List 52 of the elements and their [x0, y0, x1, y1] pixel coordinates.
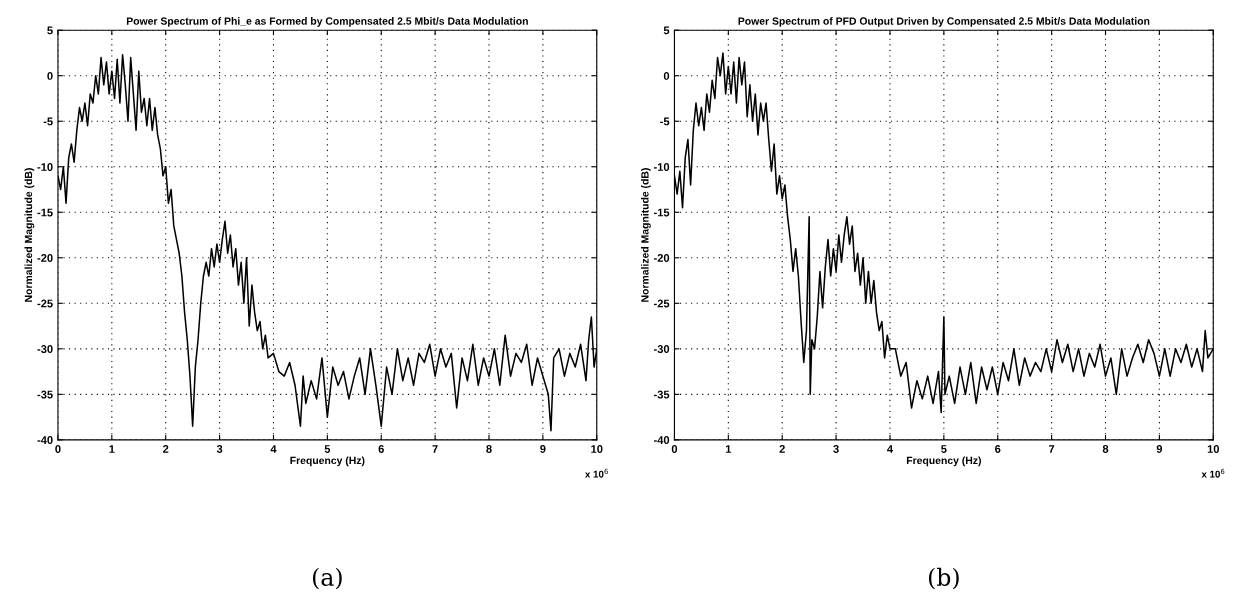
text: (a): [312, 567, 342, 590]
x-tick-label: 1: [109, 445, 115, 453]
x-tick-label: 10: [591, 445, 603, 453]
y-tick-label: -15: [653, 208, 670, 217]
x-axis-title: Frequency (Hz): [906, 456, 981, 467]
text: (b): [928, 567, 959, 590]
y-tick-label: 5: [47, 26, 53, 35]
x-tick-label: 10: [1207, 445, 1219, 453]
x-tick-label: 1: [725, 445, 732, 453]
y-tick-label: -35: [37, 390, 53, 399]
x-tick-label: 4: [270, 445, 277, 453]
y-axis-title: Normalized Magnitude (dB): [24, 168, 35, 302]
y-tick-label: -10: [37, 163, 53, 171]
x-tick-label: 0: [55, 445, 61, 453]
x-tick-label: 2: [779, 445, 785, 453]
y-tick-label: -20: [37, 254, 53, 262]
y-tick-label: -30: [37, 345, 53, 353]
y-tick-label: 0: [47, 71, 53, 80]
x-tick-label: 7: [1049, 445, 1055, 453]
y-axis-title: Normalized Magnitude (dB): [641, 168, 651, 302]
x-tick-label: 2: [163, 445, 169, 453]
y-tick-label: -5: [43, 117, 53, 126]
x-tick-label: 6: [378, 445, 384, 453]
x-tick-label: 6: [995, 445, 1001, 453]
x-tick-label: 0: [671, 445, 678, 453]
text: x 10$^{6}$: [585, 468, 608, 478]
x-tick-label: 5: [941, 445, 947, 453]
x-tick-label: 9: [1156, 445, 1163, 453]
x-tick-label: 3: [216, 445, 223, 453]
y-tick-label: -20: [653, 254, 670, 262]
chart-title: Power Spectrum of Phi_e as Formed by Compensated 2.5 Mbit/s Data Modulation: [126, 17, 528, 27]
y-tick-label: -25: [653, 299, 670, 308]
y-tick-label: -15: [37, 208, 53, 217]
x-tick-label: 5: [324, 445, 331, 453]
text: x 10$^{6}$: [1201, 468, 1225, 478]
y-tick-label: -40: [653, 436, 670, 444]
x-tick-label: 4: [887, 445, 894, 453]
y-tick-label: 0: [663, 71, 670, 80]
y-tick-label: -10: [653, 163, 670, 171]
y-tick-label: -5: [660, 117, 670, 126]
y-tick-label: -35: [653, 390, 670, 399]
x-tick-label: 7: [432, 445, 438, 453]
y-tick-label: -30: [653, 345, 670, 353]
x-axis-title: Frequency (Hz): [290, 456, 365, 467]
x-tick-label: 3: [833, 445, 839, 453]
x-tick-label: 8: [1102, 445, 1109, 453]
y-tick-label: -25: [37, 299, 53, 308]
x-tick-label: 9: [540, 445, 546, 453]
chart-title: Power Spectrum of PFD Output Driven by Compensated 2.5 Mbit/s Data Modulation: [738, 17, 1150, 27]
y-tick-label: -40: [37, 436, 53, 444]
y-tick-label: 5: [663, 26, 670, 35]
x-tick-label: 8: [486, 445, 492, 453]
